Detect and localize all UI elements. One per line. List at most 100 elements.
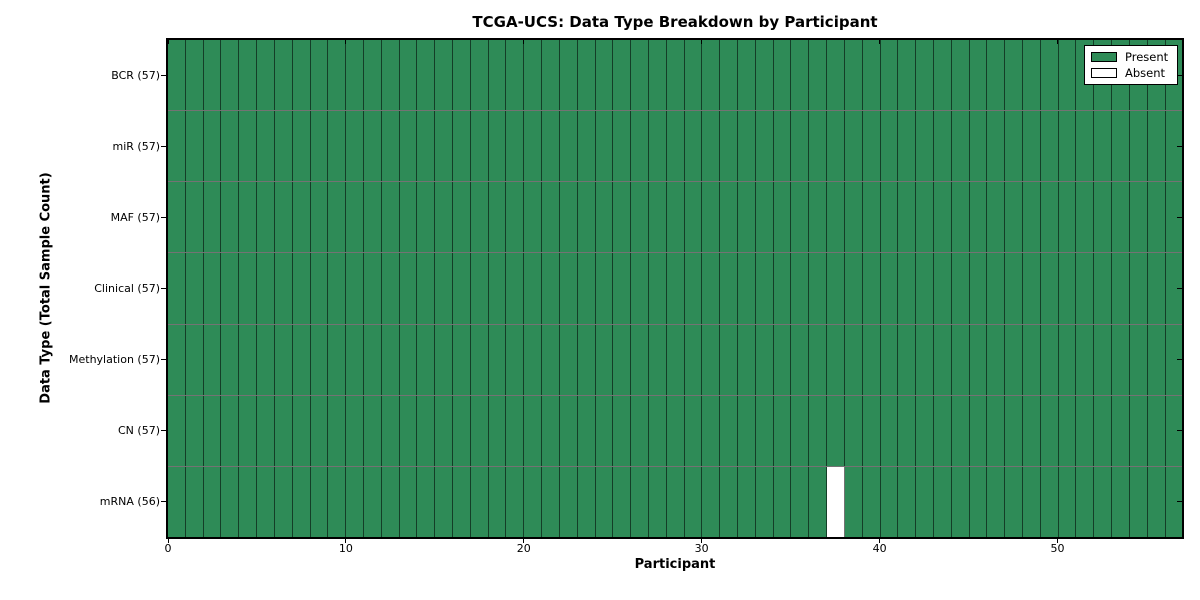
heatmap-cell	[542, 466, 560, 537]
heatmap-cell	[1147, 324, 1166, 395]
heatmap-cell	[666, 253, 685, 324]
heatmap-cell	[1040, 324, 1059, 395]
heatmap-cell	[577, 324, 596, 395]
heatmap-cell	[381, 111, 400, 182]
heatmap-cell	[524, 182, 543, 253]
legend-entry-label: Absent	[1125, 66, 1166, 80]
heatmap-cell	[933, 466, 952, 537]
heatmap-cell	[257, 253, 275, 324]
heatmap-cell	[738, 182, 756, 253]
heatmap-cell	[916, 182, 934, 253]
heatmap-cell	[827, 324, 845, 395]
heatmap-cell	[809, 324, 828, 395]
heatmap-cell	[203, 111, 222, 182]
heatmap-cell	[898, 40, 917, 111]
heatmap-cell	[738, 466, 756, 537]
heatmap-cell	[346, 111, 364, 182]
heatmap-cell	[1040, 466, 1059, 537]
heatmap-cell	[1058, 324, 1077, 395]
y-tick-mark	[161, 359, 166, 360]
heatmap-cell	[987, 466, 1006, 537]
heatmap-cell	[862, 111, 881, 182]
absent-swatch	[1091, 68, 1117, 78]
heatmap-cell	[488, 111, 507, 182]
heatmap-cell	[1112, 253, 1130, 324]
heatmap-cell	[185, 324, 204, 395]
heatmap-cell	[274, 182, 293, 253]
heatmap-cell	[363, 182, 382, 253]
heatmap-cell	[987, 324, 1006, 395]
heatmap-cell	[595, 466, 614, 537]
heatmap-cell	[399, 395, 418, 466]
heatmap-cell	[1147, 466, 1166, 537]
heatmap-cell	[292, 182, 311, 253]
heatmap-cell	[417, 182, 436, 253]
heatmap-cell	[381, 395, 400, 466]
heatmap-cell	[916, 395, 934, 466]
heatmap-cell	[559, 395, 578, 466]
heatmap-cell	[791, 182, 810, 253]
heatmap-cell	[1112, 324, 1130, 395]
heatmap-cell	[880, 40, 899, 111]
y-tick-label: BCR (57)	[111, 68, 160, 82]
heatmap-cell	[257, 324, 275, 395]
heatmap-cell	[951, 182, 970, 253]
heatmap-cell	[203, 253, 222, 324]
heatmap-cell	[1023, 182, 1041, 253]
heatmap-cell	[417, 111, 436, 182]
heatmap-cell	[1005, 182, 1023, 253]
heatmap-cell	[827, 111, 845, 182]
heatmap-cell	[613, 466, 632, 537]
heatmap-cell	[399, 40, 418, 111]
heatmap-cell	[969, 111, 988, 182]
heatmap-cell	[1129, 111, 1148, 182]
heatmap-cell	[417, 395, 436, 466]
heatmap-cell	[1058, 395, 1077, 466]
heatmap-cell	[381, 324, 400, 395]
legend-entry: Present	[1091, 51, 1168, 63]
heatmap-cell	[987, 40, 1006, 111]
heatmap-cell	[292, 253, 311, 324]
heatmap-cell	[951, 466, 970, 537]
x-tick-mark	[523, 539, 525, 543]
heatmap-cell	[1112, 182, 1130, 253]
heatmap-cell	[453, 40, 471, 111]
heatmap-cell	[1076, 395, 1095, 466]
heatmap-cell	[951, 40, 970, 111]
heatmap-cell	[1094, 324, 1113, 395]
heatmap-cell	[185, 466, 204, 537]
heatmap-cell	[969, 395, 988, 466]
heatmap-cell	[969, 253, 988, 324]
heatmap-cell	[933, 324, 952, 395]
chart-title: TCGA-UCS: Data Type Breakdown by Partici…	[472, 13, 878, 31]
heatmap-cell	[755, 395, 774, 466]
x-tick-mark	[167, 539, 169, 543]
heatmap-cell	[844, 40, 863, 111]
heatmap-cell	[773, 111, 792, 182]
y-tick-mark	[1177, 359, 1182, 360]
heatmap-cell	[381, 253, 400, 324]
heatmap-cell	[488, 324, 507, 395]
heatmap-cell	[417, 324, 436, 395]
heatmap-cell	[738, 111, 756, 182]
heatmap-cell	[613, 324, 632, 395]
heatmap-cell	[1165, 466, 1183, 537]
heatmap-cell	[417, 466, 436, 537]
heatmap-cell	[524, 466, 543, 537]
heatmap-cell	[346, 40, 364, 111]
heatmap-cell	[239, 466, 258, 537]
heatmap-cell	[1129, 466, 1148, 537]
x-tick-label: 10	[338, 542, 353, 555]
heatmap-cell	[577, 395, 596, 466]
heatmap-cell	[1112, 111, 1130, 182]
heatmap-cell	[1058, 40, 1077, 111]
heatmap-cell	[809, 111, 828, 182]
heatmap-cell	[702, 182, 721, 253]
heatmap-cell	[1147, 253, 1166, 324]
heatmap-cell	[809, 466, 828, 537]
heatmap-cell	[684, 253, 703, 324]
legend: Present Absent	[1084, 45, 1179, 85]
heatmap-cell	[631, 253, 649, 324]
heatmap-cell	[666, 40, 685, 111]
